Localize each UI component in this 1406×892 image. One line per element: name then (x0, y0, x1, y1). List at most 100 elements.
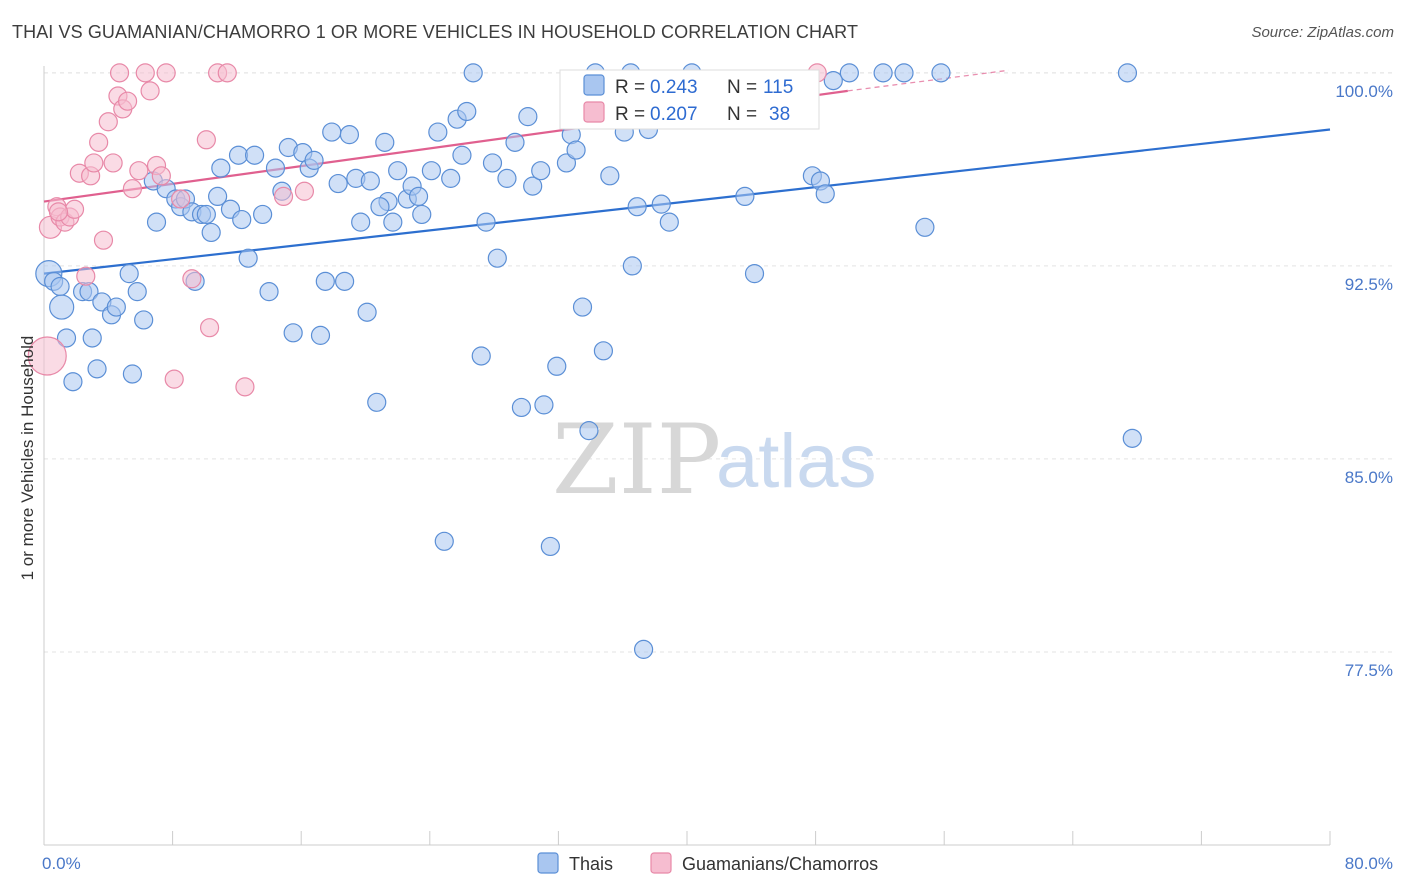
thai-point (82, 328, 102, 348)
thai-point (523, 176, 543, 196)
thai-point (339, 125, 360, 145)
guam-r-value: 0.207 (650, 104, 698, 125)
thai-point (370, 197, 390, 217)
thai-point (238, 248, 258, 268)
guam-point (93, 230, 114, 250)
thai-point (476, 212, 496, 232)
thai-stats-swatch (583, 74, 605, 96)
thai-point (357, 302, 377, 322)
guam-point (235, 377, 255, 397)
thai-point (505, 132, 525, 152)
guam-point (117, 91, 138, 111)
thai-point (146, 212, 167, 232)
legend-thai-swatch (537, 852, 559, 874)
thai-point (600, 166, 620, 186)
guam-point (140, 81, 160, 101)
thai-point (375, 132, 395, 152)
thai-point (383, 212, 403, 232)
thai-point (134, 310, 154, 330)
thai-point (50, 276, 70, 297)
thai-point (873, 63, 893, 83)
thai-point (49, 294, 75, 320)
guam-point (103, 153, 123, 173)
thai-n-value: 115 (763, 77, 793, 98)
legend-thai-label: Thais (569, 854, 613, 874)
legend-guam-label: Guamanians/Chamorros (682, 854, 878, 874)
x-tick-label-max: 80.0% (1345, 854, 1393, 873)
thai-point (388, 161, 408, 181)
guam-n-label: N = (727, 104, 757, 125)
guam-point (84, 153, 104, 173)
thai-point (566, 140, 586, 160)
thai-point (304, 150, 324, 170)
thai-point (328, 173, 348, 194)
thai-point (196, 204, 216, 225)
thai-point (283, 323, 303, 343)
thai-point (208, 186, 228, 207)
thai-point (531, 161, 551, 181)
guam-r-label: R = (615, 104, 645, 125)
thai-point (457, 101, 477, 122)
guam-point (76, 266, 96, 286)
thai-point (915, 217, 935, 237)
y-tick-label: 100.0% (1335, 82, 1393, 101)
y-axis-title: 1 or more Vehicles in Household (18, 336, 37, 581)
thai-point (335, 271, 355, 291)
y-tick-labels: 77.5% 85.0% 92.5% 100.0% (1335, 82, 1393, 680)
thai-point (211, 158, 231, 178)
thai-trend-line (43, 128, 1331, 275)
thai-point (463, 63, 483, 83)
thai-point (201, 222, 221, 243)
guam-point (48, 202, 69, 222)
guam-point (199, 318, 220, 338)
thai-point (452, 145, 472, 165)
guam-point (27, 336, 67, 376)
chart-title: THAI VS GUAMANIAN/CHAMORRO 1 OR MORE VEH… (12, 22, 859, 42)
guam-n-value: 38 (769, 104, 790, 125)
thai-point (633, 639, 654, 659)
thai-point (428, 122, 448, 142)
data-points (27, 63, 1142, 659)
thai-point (253, 204, 273, 225)
y-tick-label: 77.5% (1345, 661, 1393, 680)
thai-point (556, 153, 577, 173)
thai-point (122, 364, 143, 384)
thai-point (518, 107, 538, 127)
thai-point (540, 536, 560, 557)
stats-box: R = 0.243 N = 115 R = 0.207 N = 38 (559, 69, 820, 130)
thai-point (106, 297, 126, 317)
guam-point (122, 179, 143, 199)
thai-point (547, 356, 567, 376)
thai-point (1122, 428, 1142, 448)
legend: Thais Guamanians/Chamorros (537, 852, 878, 874)
guam-point (151, 166, 171, 186)
thai-point (659, 212, 679, 232)
thai-point (651, 194, 671, 214)
legend-guam-swatch (650, 852, 672, 874)
thai-r-value: 0.243 (650, 77, 698, 98)
guam-point (135, 63, 155, 83)
thai-point (487, 248, 507, 268)
thai-point (56, 328, 77, 348)
thai-point (412, 204, 432, 225)
watermark-atlas: atlas (716, 419, 877, 504)
thai-point (931, 63, 951, 83)
thai-point (572, 297, 593, 317)
thai-point (441, 168, 461, 188)
guam-point (129, 161, 149, 181)
thai-point (87, 359, 107, 379)
y-tick-label: 85.0% (1345, 468, 1393, 487)
thai-point (127, 282, 147, 302)
thai-point (434, 531, 454, 551)
thai-point (244, 145, 265, 165)
guam-point (98, 112, 118, 132)
thai-point (839, 63, 859, 83)
guam-point (171, 189, 191, 209)
guam-point (89, 132, 109, 152)
guam-point (182, 269, 202, 289)
guam-point (273, 186, 294, 207)
y-tick-label: 92.5% (1345, 275, 1393, 294)
thai-point (579, 421, 599, 441)
thai-n-label: N = (727, 77, 757, 98)
